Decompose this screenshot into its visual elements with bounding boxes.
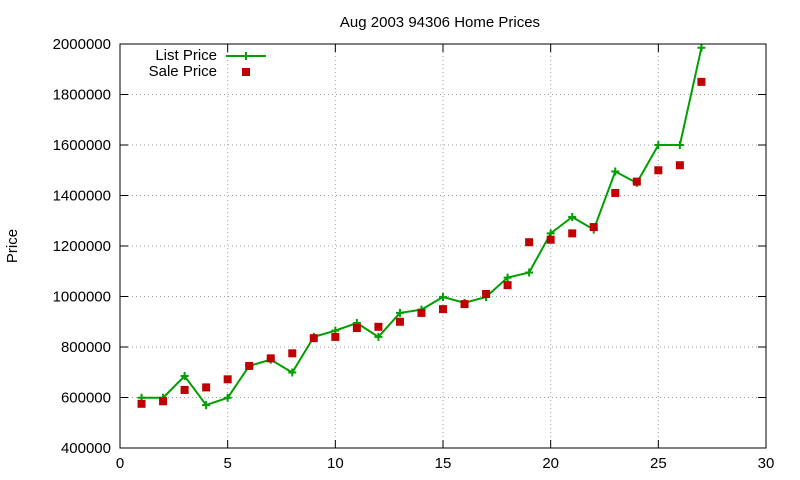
sale-price-point bbox=[245, 361, 254, 370]
sale-price-point bbox=[654, 166, 663, 175]
sale-price-point bbox=[202, 383, 211, 392]
list-price-point bbox=[525, 268, 534, 277]
list-price-point bbox=[697, 43, 706, 52]
sale-price-point bbox=[395, 317, 404, 326]
sale-price-point bbox=[460, 300, 469, 309]
y-axis-label: Price bbox=[4, 229, 21, 263]
sale-price-point bbox=[374, 322, 383, 331]
sale-price-point bbox=[632, 177, 641, 186]
sale-price-point bbox=[331, 332, 340, 341]
sale-price-point bbox=[675, 161, 684, 170]
x-tick-label: 30 bbox=[758, 455, 775, 472]
y-tick-label: 2000000 bbox=[53, 36, 111, 53]
legend-swatch-sale-price bbox=[242, 68, 250, 76]
legend-label-list-price: List Price bbox=[155, 47, 217, 64]
list-price-point bbox=[568, 212, 577, 221]
x-tick-label: 20 bbox=[542, 455, 559, 472]
x-ticks: 0 5 10 15 20 25 30 bbox=[116, 44, 775, 472]
list-price-point bbox=[395, 308, 404, 317]
series-sale-price bbox=[137, 77, 706, 408]
series bbox=[137, 43, 706, 410]
sale-price-point bbox=[288, 349, 297, 358]
plot-frame bbox=[119, 43, 767, 449]
sale-price-point bbox=[568, 229, 577, 238]
sale-price-point bbox=[697, 77, 706, 86]
list-price-point bbox=[288, 368, 297, 377]
y-tick-label: 800000 bbox=[61, 339, 111, 356]
y-tick-label: 1400000 bbox=[53, 188, 111, 205]
sale-price-point bbox=[352, 324, 361, 333]
sale-price-point bbox=[525, 238, 534, 247]
list-price-line bbox=[141, 47, 703, 407]
sale-price-point bbox=[611, 188, 620, 197]
list-price-point bbox=[180, 372, 189, 381]
sale-price-point bbox=[439, 305, 447, 314]
list-price-point bbox=[439, 293, 447, 302]
x-tick-label: 15 bbox=[435, 455, 452, 472]
sale-price-point bbox=[266, 354, 275, 363]
list-price-point bbox=[611, 167, 620, 176]
list-price-point bbox=[374, 332, 383, 341]
sale-price-point bbox=[223, 375, 232, 384]
legend-swatch-list-price bbox=[226, 52, 266, 60]
list-price-point bbox=[675, 141, 684, 149]
x-tick-label: 25 bbox=[650, 455, 667, 472]
y-tick-label: 1600000 bbox=[53, 137, 111, 154]
sale-price-point bbox=[417, 308, 426, 317]
sale-price-point bbox=[589, 223, 598, 232]
y-tick-label: 1200000 bbox=[53, 238, 111, 255]
sale-price-point bbox=[159, 397, 168, 406]
legend-label-sale-price: Sale Price bbox=[149, 63, 217, 80]
grid bbox=[120, 44, 766, 448]
y-ticks: 400000 600000 800000 1000000 1200000 1400000 1… bbox=[53, 36, 766, 457]
sale-price-point bbox=[503, 281, 512, 290]
x-tick-label: 10 bbox=[327, 455, 344, 472]
sale-price-point bbox=[482, 289, 491, 298]
list-price-point bbox=[654, 141, 663, 149]
sale-price-point bbox=[546, 235, 555, 244]
chart-title: Aug 2003 94306 Home Prices bbox=[340, 14, 540, 31]
sale-price-point bbox=[180, 385, 189, 394]
list-price-point bbox=[223, 393, 232, 402]
sale-price-point bbox=[137, 399, 146, 408]
list-price-point bbox=[503, 273, 512, 282]
legend-sale-marker bbox=[242, 68, 250, 76]
legend-list-marker bbox=[242, 52, 250, 60]
list-price-point bbox=[202, 401, 211, 410]
x-tick-label: 5 bbox=[223, 455, 231, 472]
sale-price-point bbox=[309, 334, 318, 343]
series-list-price bbox=[137, 43, 706, 410]
x-tick-label: 0 bbox=[116, 455, 124, 472]
y-tick-label: 1800000 bbox=[53, 87, 111, 104]
y-tick-label: 600000 bbox=[61, 390, 111, 407]
y-tick-label: 1000000 bbox=[53, 289, 111, 306]
y-tick-label: 400000 bbox=[61, 440, 111, 457]
legend: List Price Sale Price bbox=[149, 47, 266, 80]
